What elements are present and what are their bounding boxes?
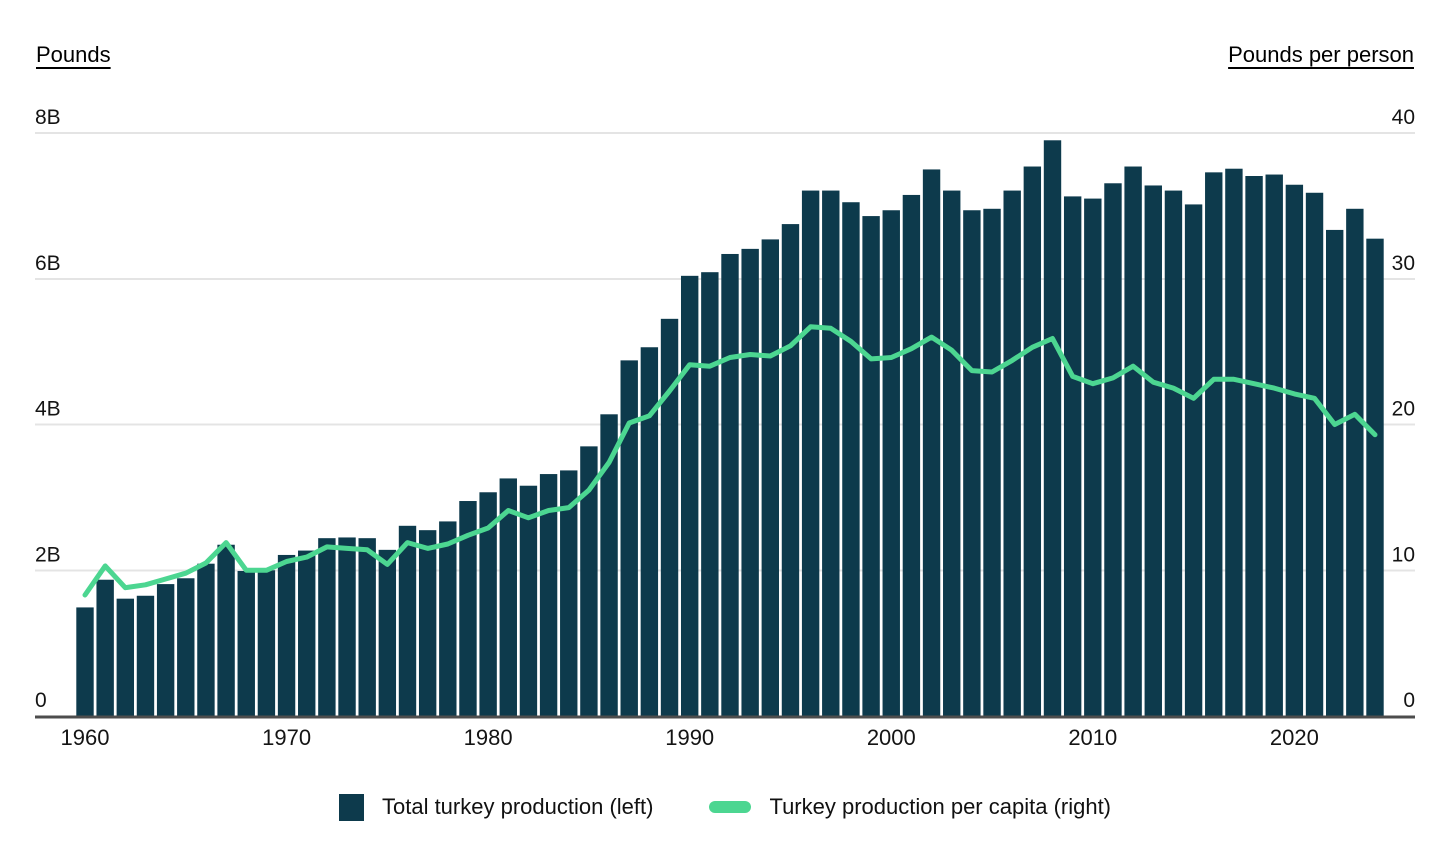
bar-2003 (943, 190, 961, 716)
bar-1986 (600, 414, 618, 716)
bar-1965 (177, 578, 195, 716)
bar-1982 (519, 485, 538, 716)
bar-2014 (1164, 190, 1183, 716)
left-tick-6B: 6B (35, 252, 61, 275)
bar-2021 (1305, 192, 1324, 716)
x-tick-1980: 1980 (464, 725, 513, 750)
right-tick-30: 30 (1392, 252, 1415, 275)
bar-2020 (1285, 184, 1304, 717)
bar-1971 (298, 550, 316, 716)
line-swatch-icon (709, 801, 752, 813)
bar-2017 (1225, 168, 1243, 716)
bar-2007 (1023, 166, 1042, 716)
bar-1993 (741, 248, 759, 716)
left-tick-4B: 4B (35, 398, 61, 421)
bar-1973 (338, 537, 356, 716)
legend-label-line: Turkey production per capita (right) (769, 794, 1112, 819)
bar-1989 (660, 318, 679, 716)
bar-1969 (257, 570, 276, 716)
legend-item-bars: Total turkey production (left) (338, 793, 654, 821)
bar-2010 (1084, 198, 1102, 717)
bar-1990 (680, 275, 699, 716)
bar-2019 (1265, 174, 1283, 717)
bar-1963 (136, 595, 155, 716)
legend: Total turkey production (left) Turkey pr… (0, 778, 1450, 836)
bar-1968 (237, 570, 255, 716)
bar-1999 (862, 216, 880, 716)
bar-1970 (277, 554, 296, 716)
bar-2016 (1205, 172, 1223, 717)
right-axis-title: Pounds per person (1228, 42, 1414, 67)
x-tick-2020: 2020 (1270, 725, 1319, 750)
bar-1978 (439, 521, 457, 716)
right-tick-0: 0 (1403, 689, 1415, 712)
bar-1983 (539, 474, 558, 716)
left-tick-8B: 8B (35, 106, 61, 129)
bar-1992 (721, 253, 739, 716)
bar-2000 (882, 210, 900, 716)
bar-1979 (459, 501, 477, 716)
bar-2004 (963, 210, 981, 716)
right-tick-10: 10 (1392, 543, 1415, 566)
x-tick-1970: 1970 (262, 725, 311, 750)
bar-1984 (560, 470, 578, 716)
x-tick-1990: 1990 (665, 725, 714, 750)
bar-2002 (922, 169, 941, 716)
x-tick-2010: 2010 (1068, 725, 1117, 750)
bar-2009 (1063, 196, 1082, 716)
bar-1988 (640, 347, 659, 716)
bar-2006 (1003, 190, 1021, 716)
bar-1976 (398, 525, 417, 716)
x-tick-1960: 1960 (61, 725, 110, 750)
bar-1998 (842, 202, 860, 717)
right-tick-20: 20 (1392, 398, 1415, 421)
bar-1996 (801, 190, 820, 716)
bar-1962 (116, 598, 135, 716)
left-axis-title: Pounds (36, 42, 111, 67)
bar-1967 (217, 544, 235, 716)
legend-item-line: Turkey production per capita (right) (709, 794, 1111, 820)
bar-1980 (479, 492, 497, 716)
bar-1987 (620, 360, 638, 716)
bar-1997 (822, 190, 840, 716)
bar-2005 (983, 208, 1001, 717)
legend-label-bars: Total turkey production (left) (381, 794, 654, 819)
bar-1966 (197, 563, 215, 716)
bar-1977 (418, 530, 437, 716)
bar-2001 (902, 194, 921, 716)
bar-2023 (1346, 208, 1364, 717)
bar-2008 (1043, 140, 1062, 717)
bar-2018 (1245, 176, 1263, 716)
bar-2012 (1124, 166, 1142, 716)
x-tick-2000: 2000 (867, 725, 916, 750)
bar-1994 (761, 239, 780, 716)
bar-2022 (1325, 229, 1344, 717)
bar-swatch-icon (338, 793, 364, 821)
bar-1985 (580, 446, 598, 716)
bar-1972 (318, 538, 336, 716)
bar-1964 (156, 584, 175, 716)
bar-1995 (781, 224, 800, 716)
bar-2024 (1366, 238, 1384, 717)
bar-1991 (701, 272, 719, 716)
left-tick-0: 0 (35, 689, 47, 712)
bar-1960 (76, 607, 94, 716)
bar-1961 (96, 579, 114, 716)
bar-1974 (358, 538, 376, 716)
per-capita-line (82, 324, 1378, 598)
bar-2013 (1144, 185, 1162, 717)
bar-1975 (378, 549, 397, 716)
bar-1981 (499, 478, 517, 716)
left-tick-2B: 2B (35, 543, 61, 566)
bar-2011 (1104, 183, 1122, 716)
right-tick-40: 40 (1392, 106, 1415, 129)
bar-2015 (1184, 204, 1203, 717)
